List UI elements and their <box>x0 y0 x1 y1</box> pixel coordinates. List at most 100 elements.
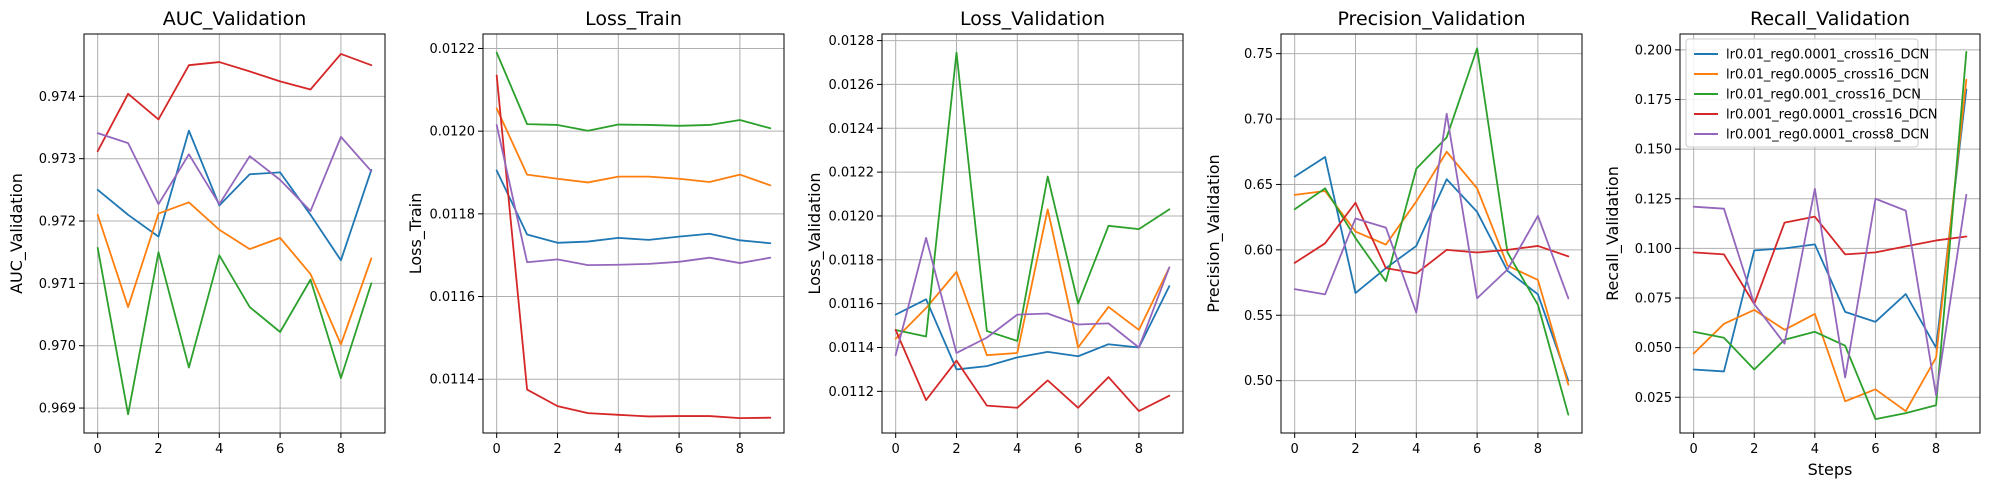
y-tick-label: 0.969 <box>39 402 76 417</box>
chart-title: Precision_Validation <box>1337 8 1525 30</box>
legend-entry-4: lr0.001_reg0.0001_cross16_DCN <box>1726 108 1938 123</box>
x-tick-label: 2 <box>154 442 162 457</box>
x-tick-label: 4 <box>1811 442 1819 457</box>
y-axis-label: Loss_Validation <box>805 172 825 294</box>
chart-panel-3: 0 2 4 6 8 0.0112 0.0114 0.0116 0.0118 0.0120 0.012… <box>805 8 1184 457</box>
y-axis-label: AUC_Validation <box>7 173 27 294</box>
x-tick-label: 2 <box>1351 442 1359 457</box>
y-tick-label: 0.025 <box>1635 391 1672 406</box>
series-line-2 <box>894 208 1171 357</box>
y-axis-label: Recall_Validation <box>1603 166 1623 301</box>
y-tick-label: 0.0120 <box>829 209 875 224</box>
series-line-5 <box>1293 112 1570 314</box>
y-tick-label: 0.075 <box>1635 292 1672 307</box>
series-line-5 <box>495 124 772 267</box>
y-tick-label: 0.0114 <box>430 373 476 388</box>
y-tick-label: 0.0128 <box>829 34 875 49</box>
x-tick-label: 8 <box>337 442 345 457</box>
chart-panel-2: 0 2 4 6 8 0.0114 0.0116 0.0118 0.0120 0.0122 Loss_… <box>406 8 785 457</box>
chart-title: Loss_Train <box>585 8 682 30</box>
x-tick-label: 6 <box>1074 442 1082 457</box>
x-tick-label: 4 <box>614 442 622 457</box>
series-line-2 <box>96 201 373 346</box>
series-line-5 <box>1692 187 1968 397</box>
series-line-3 <box>894 51 1171 342</box>
x-tick-label: 8 <box>736 442 744 457</box>
x-tick-label: 8 <box>1932 442 1940 457</box>
series-line-3 <box>495 51 772 132</box>
y-tick-label: 0.65 <box>1244 178 1273 193</box>
series-line-4 <box>894 329 1171 412</box>
plot-frame <box>83 33 386 434</box>
plot-frame <box>1280 33 1583 434</box>
x-tick-label: 0 <box>493 442 501 457</box>
plot-frame <box>881 33 1184 434</box>
chart-panel-5: 0 2 4 6 8 0.025 0.050 0.075 0.100 0.125 0.150 0.175… <box>1603 8 1981 479</box>
y-tick-label: 0.970 <box>39 339 76 354</box>
series-line-1 <box>495 169 772 245</box>
y-tick-label: 0.050 <box>1635 341 1672 356</box>
x-axis-label: Steps <box>1808 460 1853 479</box>
x-tick-label: 8 <box>1135 442 1143 457</box>
y-tick-label: 0.972 <box>39 215 76 230</box>
y-tick-label: 0.974 <box>39 90 76 105</box>
x-tick-label: 6 <box>276 442 284 457</box>
x-tick-label: 4 <box>1013 442 1021 457</box>
y-tick-label: 0.70 <box>1244 113 1273 128</box>
plot-frame <box>1679 33 1981 434</box>
y-axis-label: Loss_Train <box>406 193 426 274</box>
x-tick-label: 4 <box>1412 442 1420 457</box>
series-line-5 <box>96 132 373 212</box>
y-tick-label: 0.150 <box>1635 143 1672 158</box>
series-line-4 <box>1692 215 1968 305</box>
y-tick-label: 0.100 <box>1635 242 1672 257</box>
chart-title: AUC_Validation <box>163 8 307 30</box>
y-tick-label: 0.0122 <box>430 42 476 57</box>
y-tick-label: 0.0118 <box>829 253 875 268</box>
y-tick-label: 0.50 <box>1244 374 1273 389</box>
series-line-3 <box>96 246 373 416</box>
y-tick-label: 0.125 <box>1635 192 1672 207</box>
y-tick-label: 0.0116 <box>829 297 875 312</box>
chart-title: Recall_Validation <box>1750 8 1910 30</box>
x-tick-label: 6 <box>1871 442 1879 457</box>
y-axis-label: Precision_Validation <box>1204 154 1224 312</box>
legend: lr0.01_reg0.0001_cross16_DCN lr0.01_reg0.… <box>1685 38 1938 148</box>
series-line-2 <box>1692 78 1968 413</box>
y-tick-label: 0.55 <box>1244 309 1273 324</box>
series-line-3 <box>1293 47 1570 416</box>
y-tick-label: 0.0118 <box>430 207 476 222</box>
x-tick-label: 0 <box>892 442 900 457</box>
x-tick-label: 6 <box>675 442 683 457</box>
y-tick-label: 0.0120 <box>430 125 476 140</box>
x-tick-label: 2 <box>553 442 561 457</box>
series-line-2 <box>495 107 772 187</box>
y-tick-label: 0.75 <box>1244 47 1273 62</box>
x-tick-label: 2 <box>1750 442 1758 457</box>
series-line-5 <box>894 236 1171 357</box>
y-tick-label: 0.0116 <box>430 290 476 305</box>
y-tick-label: 0.0126 <box>829 78 875 93</box>
x-tick-label: 0 <box>94 442 102 457</box>
chart-panel-4: 0 2 4 6 8 0.50 0.55 0.60 0.65 0.70 0.75 Precision_V… <box>1204 8 1583 457</box>
legend-entry-5: lr0.001_reg0.0001_cross8_DCN <box>1726 128 1929 143</box>
chart-panel-1: 0 2 4 6 8 0.969 0.970 0.971 0.972 0.973 0.974 AUC_V… <box>7 8 386 457</box>
chart-title: Loss_Validation <box>960 8 1105 30</box>
series-line-1 <box>894 285 1171 371</box>
plot-frame <box>482 33 785 434</box>
series-line-3 <box>1692 50 1968 421</box>
y-tick-label: 0.0124 <box>829 122 875 137</box>
series-line-4 <box>96 53 373 153</box>
series-line-2 <box>1293 150 1570 386</box>
legend-entry-1: lr0.01_reg0.0001_cross16_DCN <box>1726 48 1929 63</box>
x-tick-label: 8 <box>1534 442 1542 457</box>
y-tick-label: 0.0112 <box>829 385 875 400</box>
x-tick-label: 2 <box>952 442 960 457</box>
x-tick-label: 4 <box>215 442 223 457</box>
x-tick-label: 0 <box>1689 442 1697 457</box>
y-tick-label: 0.60 <box>1244 243 1273 258</box>
y-tick-label: 0.971 <box>39 277 76 292</box>
series-line-1 <box>96 129 373 262</box>
legend-entry-3: lr0.01_reg0.001_cross16_DCN <box>1726 88 1921 103</box>
y-tick-label: 0.0122 <box>829 166 875 181</box>
